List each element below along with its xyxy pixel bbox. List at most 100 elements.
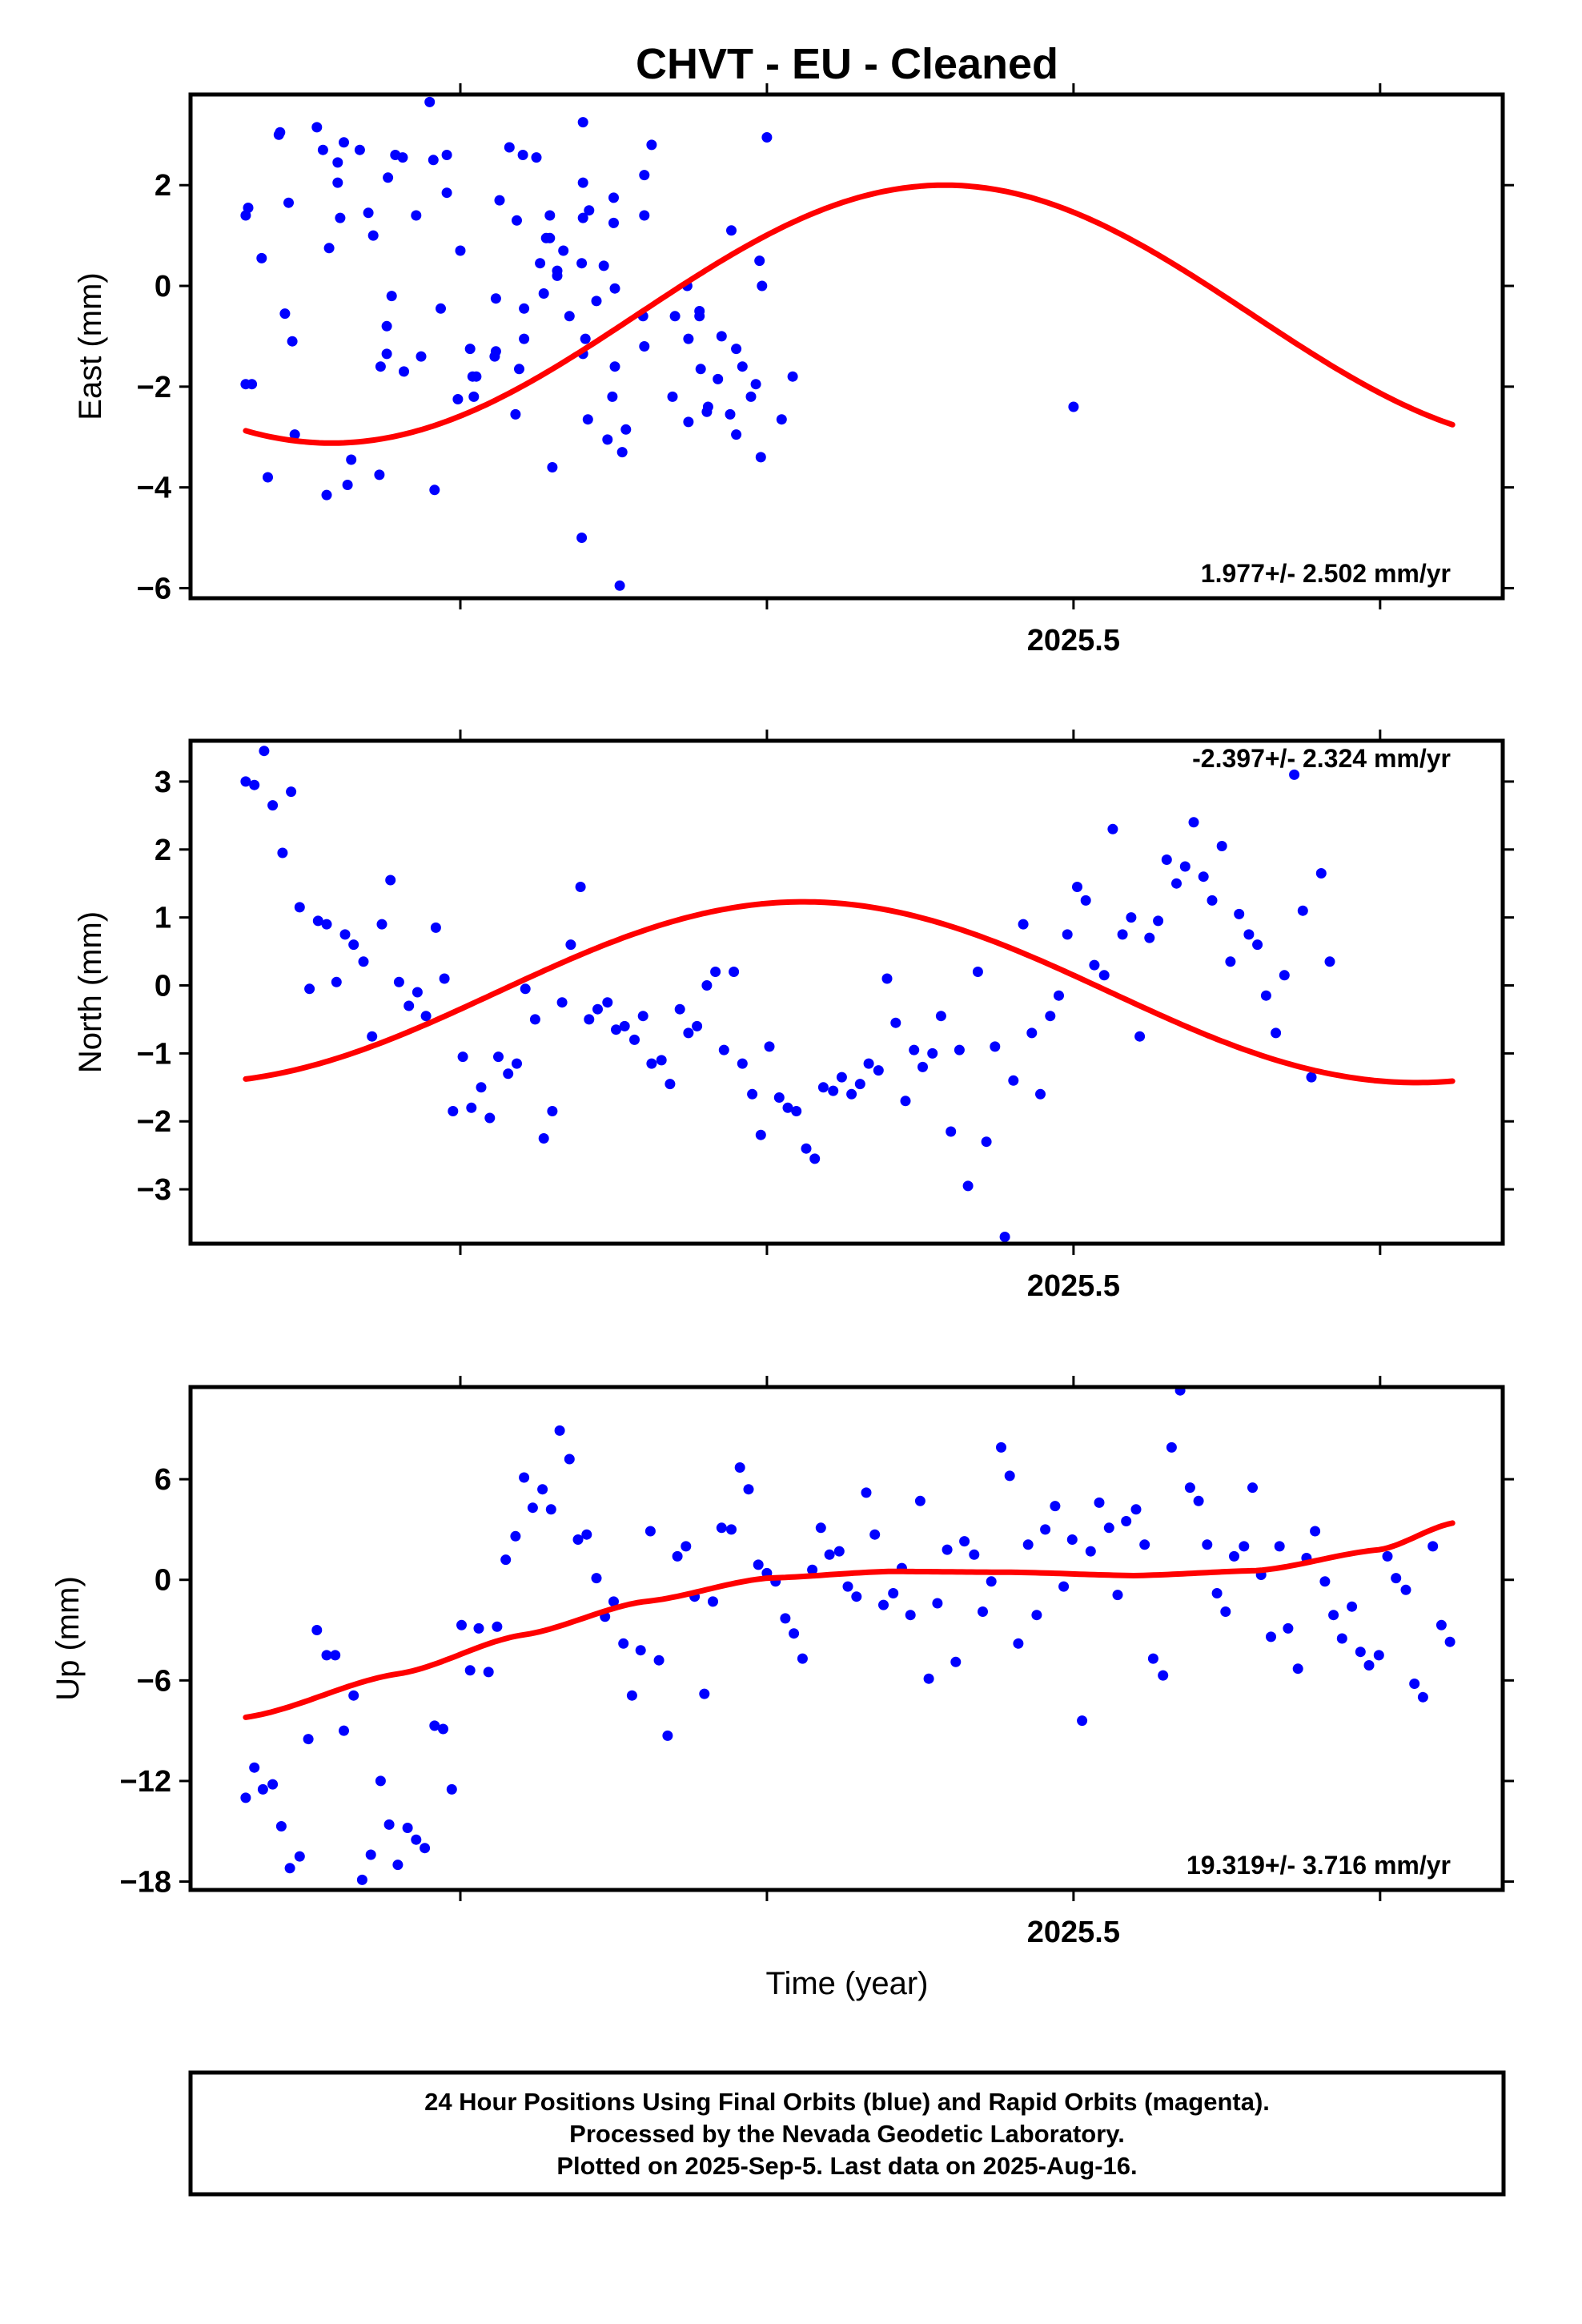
data-point [514, 364, 524, 375]
data-point [1166, 1441, 1177, 1453]
data-point [519, 1472, 530, 1483]
data-point [815, 1522, 826, 1534]
up-panel: 2025.5 −18 −12 −6 0 6 Up (mm) 19.319+/- 3.716 m… [50, 1376, 1514, 1949]
data-point [240, 210, 251, 221]
data-point [942, 1544, 953, 1555]
data-point [1363, 1660, 1375, 1671]
data-point [946, 1126, 957, 1137]
data-point [1153, 915, 1164, 927]
data-point [564, 311, 575, 322]
data-point [381, 348, 392, 360]
data-point [773, 1092, 785, 1103]
data-point [287, 336, 298, 347]
data-point [1040, 1524, 1051, 1535]
data-point [754, 255, 765, 267]
data-point [861, 1487, 872, 1498]
data-point [584, 1014, 595, 1025]
data-point [592, 1003, 603, 1015]
data-point [1427, 1541, 1439, 1552]
data-point [1310, 1526, 1321, 1537]
data-point [1008, 1075, 1019, 1086]
data-point [972, 967, 983, 977]
data-point [726, 225, 737, 236]
data-point [737, 361, 748, 372]
data-point [1271, 1027, 1282, 1039]
data-point [674, 1003, 685, 1015]
data-point [1409, 1679, 1420, 1689]
fit-curve [243, 1520, 1456, 1720]
data-point [267, 800, 279, 811]
data-point [644, 1526, 656, 1537]
data-point [833, 1546, 845, 1557]
data-point [1094, 1497, 1105, 1508]
data-point [346, 454, 357, 465]
data-point [304, 983, 315, 995]
data-point [1035, 1088, 1046, 1100]
data-point [582, 414, 593, 425]
data-point [1202, 1539, 1213, 1550]
y-tick-label: −2 [137, 1105, 171, 1139]
data-point [331, 976, 342, 987]
data-point [342, 480, 353, 490]
data-point [263, 472, 273, 483]
data-point [646, 1058, 657, 1069]
data-point [430, 922, 441, 933]
data-point [694, 306, 705, 316]
data-point [335, 212, 346, 223]
chart-title: CHVT - EU - Cleaned [636, 40, 1058, 88]
data-point [339, 137, 349, 148]
data-point [392, 1860, 404, 1871]
data-point [558, 245, 569, 256]
data-point [275, 1821, 287, 1831]
data-point [1018, 919, 1029, 930]
data-point [914, 1495, 926, 1506]
data-point [761, 132, 773, 143]
data-point [429, 485, 440, 496]
data-point [441, 150, 452, 160]
data-point [888, 1588, 899, 1598]
data-point [1013, 1638, 1024, 1649]
data-point [616, 447, 628, 458]
data-point [537, 1484, 548, 1495]
data-point [635, 1645, 646, 1656]
data-point [1207, 895, 1218, 906]
data-point [1045, 1011, 1056, 1022]
data-point [854, 1079, 865, 1090]
data-point [950, 1656, 962, 1667]
data-point [397, 152, 408, 163]
data-point [626, 1690, 637, 1701]
north-panel: 2025.5 −3 −2 −1 0 1 2 3 North (mm) -2.397+/- 2.32… [73, 730, 1514, 1303]
data-point [598, 260, 609, 271]
data-point [367, 230, 379, 241]
data-point [289, 429, 300, 440]
data-point [240, 776, 251, 787]
data-point [959, 1536, 970, 1547]
data-point [923, 1673, 934, 1684]
data-point [321, 919, 332, 930]
data-point [1158, 1670, 1169, 1681]
data-point [311, 122, 323, 133]
data-point [1292, 1663, 1303, 1675]
data-point [436, 303, 446, 314]
data-point [1336, 1633, 1347, 1644]
y-tick-label: 0 [155, 970, 171, 1003]
data-point [639, 341, 650, 352]
data-point [1319, 1576, 1331, 1587]
data-point [828, 1085, 839, 1096]
data-point [764, 1041, 775, 1052]
data-point [743, 1484, 754, 1495]
data-point [1347, 1601, 1358, 1612]
data-point [411, 1834, 422, 1845]
data-point [1062, 929, 1073, 940]
y-tick-label: 2 [155, 169, 171, 203]
data-point [348, 939, 359, 951]
data-point [455, 245, 466, 256]
data-point [429, 1720, 440, 1731]
data-point [438, 1723, 448, 1735]
data-point [614, 580, 625, 591]
y-axis-label: North (mm) [73, 911, 108, 1073]
x-tick-label: 2025.5 [1027, 624, 1120, 657]
data-point [504, 142, 515, 153]
data-point [718, 1044, 729, 1055]
data-point [602, 434, 613, 445]
